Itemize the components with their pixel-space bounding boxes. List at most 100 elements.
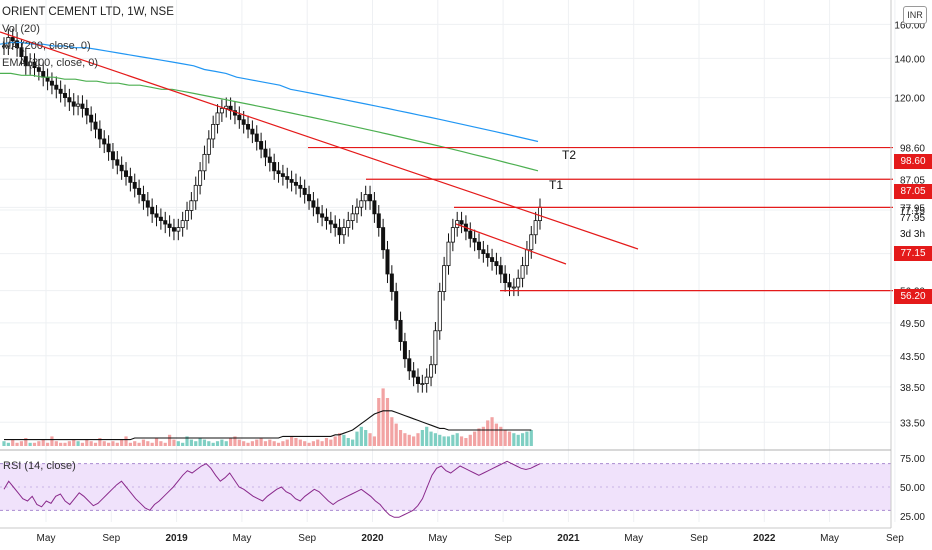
volume-bar-66 (290, 436, 294, 446)
volume-bar-53 (233, 436, 237, 446)
candle-body-120 (524, 249, 529, 267)
candle-body-26 (115, 159, 120, 166)
target-label-t2: T2 (562, 148, 577, 162)
volume-bar-82 (359, 426, 363, 446)
volume-bar-62 (272, 441, 276, 446)
candle-body-62 (272, 162, 277, 172)
candle-body-74 (324, 216, 329, 222)
time-tick-6: May (428, 533, 447, 544)
candle-body-31 (137, 187, 142, 195)
candle-body-108 (472, 238, 477, 243)
price-tick-2: 120.00 (894, 94, 925, 105)
volume-bar-28 (124, 436, 128, 446)
candle-body-6 (28, 61, 33, 67)
volume-bar-30 (133, 441, 137, 446)
candle-body-86 (376, 213, 381, 228)
candle-body-84 (368, 194, 373, 202)
volume-bar-58 (255, 439, 259, 446)
volume-bar-15 (67, 441, 71, 446)
indicator-ma[interactable]: MA (200, close, 0) (2, 40, 91, 52)
volume-bar-12 (54, 441, 58, 446)
volume-bar-38 (167, 434, 172, 446)
candle-body-55 (241, 119, 246, 125)
candle-body-97 (424, 376, 429, 384)
candle-body-59 (259, 141, 264, 150)
candle-body-34 (150, 206, 155, 215)
candle-body-90 (394, 291, 399, 321)
candle-body-37 (163, 220, 168, 225)
candle-body-48 (211, 124, 216, 140)
volume-bar-67 (294, 438, 298, 446)
volume-bar-98 (429, 431, 433, 446)
volume-bar-97 (425, 426, 429, 446)
candle-body-3 (15, 40, 20, 49)
volume-bar-92 (403, 433, 407, 446)
candle-body-22 (97, 128, 102, 140)
candle-body-1 (6, 37, 11, 47)
candle-body-68 (298, 184, 303, 189)
volume-bar-4 (19, 441, 24, 446)
candle-body-102 (446, 241, 451, 267)
volume-bar-55 (242, 441, 246, 446)
price-tag-77-95: 77.95 (900, 213, 926, 224)
countdown-label: 3d 3h (900, 229, 926, 240)
candle-body-49 (215, 112, 220, 125)
indicator-ema[interactable]: EMA (200, close, 0) (2, 57, 98, 69)
candle-body-100 (437, 291, 442, 332)
volume-bar-50 (220, 439, 224, 446)
candle-body-98 (429, 364, 434, 378)
price-tick-11: 38.50 (900, 383, 925, 394)
candle-body-12 (54, 84, 59, 90)
time-tick-11: 2022 (753, 533, 776, 544)
candle-body-41 (180, 220, 185, 228)
candle-body-81 (354, 206, 359, 215)
volume-bar-75 (329, 439, 333, 446)
volume-bar-119 (520, 433, 525, 446)
candle-body-10 (45, 76, 50, 82)
volume-bar-52 (229, 438, 233, 446)
candle-body-20 (89, 114, 94, 123)
candle-body-96 (420, 383, 425, 385)
volume-bar-94 (412, 436, 416, 446)
volume-bar-64 (281, 441, 285, 446)
volume-bar-87 (381, 388, 385, 446)
price-tag-98-60: 98.60 (894, 154, 932, 169)
volume-bar-80 (351, 439, 355, 446)
candle-body-8 (36, 67, 41, 72)
volume-bar-31 (137, 442, 141, 446)
candle-body-80 (350, 213, 355, 222)
candle-body-54 (237, 114, 242, 121)
volume-bar-7 (32, 442, 37, 446)
indicator-vol[interactable]: Vol (20) (2, 23, 40, 35)
candle-body-9 (41, 71, 46, 78)
candle-body-119 (520, 265, 525, 279)
rsi-legend[interactable]: RSI (14, close) (3, 460, 76, 472)
candle-body-57 (250, 128, 255, 135)
candle-body-15 (67, 97, 72, 103)
candle-body-91 (398, 319, 403, 342)
volume-bar-108 (473, 431, 477, 446)
time-tick-12: May (820, 533, 839, 544)
candle-body-114 (498, 265, 503, 275)
candle-body-64 (280, 173, 285, 177)
volume-bar-88 (385, 398, 390, 446)
volume-bar-45 (198, 438, 202, 446)
currency-button[interactable]: INR (903, 6, 927, 24)
candle-body-101 (442, 265, 447, 292)
rsi-tick-1: 50.00 (900, 483, 925, 494)
volume-bar-63 (276, 442, 281, 446)
legend: ORIENT CEMENT LTD, 1W, NSE Vol (20) MA (… (2, 4, 174, 72)
candle-body-109 (476, 241, 481, 251)
candle-body-19 (84, 108, 89, 116)
rsi-tick-2: 25.00 (900, 512, 925, 523)
candle-body-4 (19, 47, 24, 57)
candle-body-117 (511, 286, 516, 289)
volume-bar-21 (93, 442, 98, 446)
candle-body-67 (293, 181, 298, 186)
price-tick-0: 160.00 (894, 20, 925, 31)
candle-body-46 (202, 153, 207, 172)
volume-bar-18 (80, 442, 85, 446)
candle-body-112 (490, 257, 495, 262)
volume-bar-93 (407, 434, 411, 446)
